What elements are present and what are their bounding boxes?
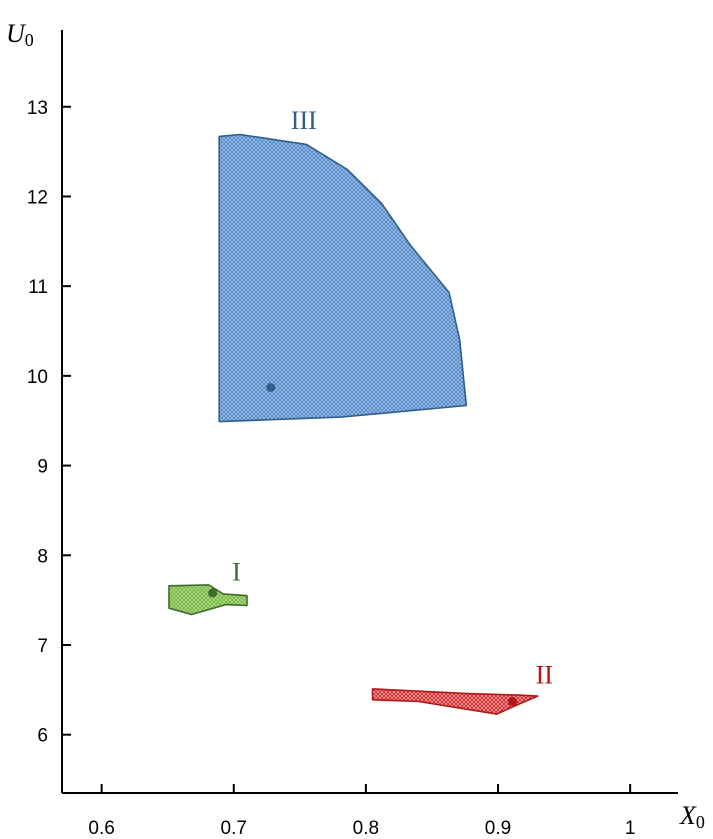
y-tick-label: 11 xyxy=(28,277,48,298)
x-tick-label: 0.6 xyxy=(88,818,114,839)
x-tick-label: 0.8 xyxy=(353,818,379,839)
y-tick-label: 10 xyxy=(27,367,48,388)
region-ii-label: II xyxy=(536,661,553,690)
region-i-label: I xyxy=(232,557,241,586)
x-tick-label: 0.9 xyxy=(485,818,511,839)
region-i-point xyxy=(208,588,218,598)
x-tick-label: 0.7 xyxy=(221,818,247,839)
region-ii-point xyxy=(508,697,518,706)
y-tick-label: 9 xyxy=(37,457,48,478)
axes-layer: 0.6 0.7 0.8 0.9 1 6 7 8 9 10 11 12 13 U0 X0 xyxy=(6,19,705,839)
x-tick-label: 1 xyxy=(625,818,636,839)
y-tick-label: 12 xyxy=(27,187,48,208)
y-tick-label: 13 xyxy=(27,98,48,119)
y-axis-title: U0 xyxy=(6,19,34,50)
x-axis-title: X0 xyxy=(679,801,705,832)
y-tick-label: 6 xyxy=(37,726,48,747)
region-iii-area xyxy=(218,133,468,423)
region-iii-label: III xyxy=(291,106,317,135)
y-tick-label: 7 xyxy=(37,636,48,657)
region-iii-point xyxy=(266,383,276,392)
y-tick-label: 8 xyxy=(37,546,48,567)
region-ii-area xyxy=(371,688,539,715)
region-i-area xyxy=(168,584,248,616)
